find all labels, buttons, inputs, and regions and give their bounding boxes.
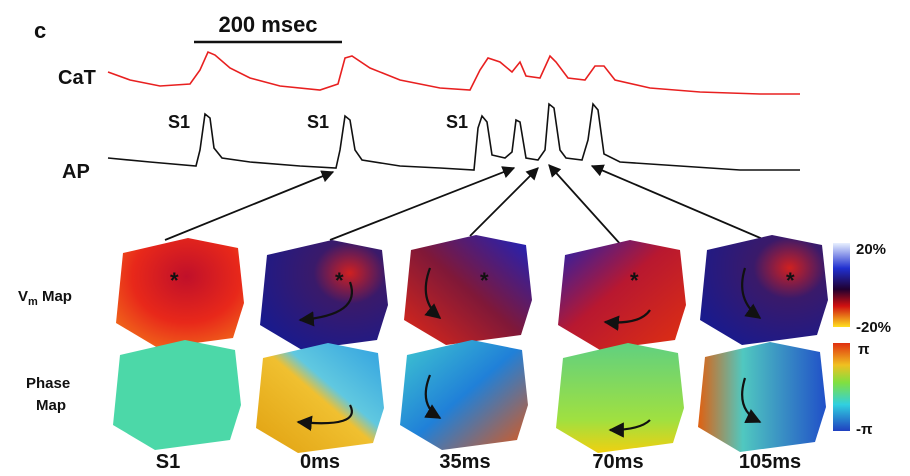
stim-label: S1 <box>168 112 190 132</box>
panel-label: c <box>34 18 46 43</box>
svg-text:*: * <box>630 268 639 293</box>
phase-maps <box>113 340 826 453</box>
stim-label: S1 <box>307 112 329 132</box>
cat-trace <box>108 52 800 94</box>
figure: c 200 msec CaT AP S1 S1 S1 Vm Map PhaseM… <box>0 0 910 476</box>
column-label: 35ms <box>439 451 490 473</box>
vm-maps <box>116 235 828 350</box>
arrows <box>165 165 765 246</box>
colorbar-label: π <box>858 341 870 358</box>
colorbar-label: 20% <box>856 241 886 258</box>
column-label: S1 <box>156 451 180 473</box>
column-labels: S1 0ms 35ms 70ms 105ms <box>156 451 801 473</box>
vm-row-label: Vm Map <box>18 288 72 308</box>
svg-text:*: * <box>480 268 489 293</box>
ap-label: AP <box>62 161 90 183</box>
scale-bar-label: 200 msec <box>218 12 317 37</box>
colorbar-label: -π <box>856 421 873 438</box>
svg-text:*: * <box>786 268 795 293</box>
vm-colorbar <box>833 243 850 327</box>
column-label: 0ms <box>300 451 340 473</box>
column-label: 105ms <box>739 451 801 473</box>
stim-label: S1 <box>446 112 468 132</box>
phase-colorbar <box>833 343 850 431</box>
svg-text:*: * <box>170 268 179 293</box>
svg-text:*: * <box>335 268 344 293</box>
cat-label: CaT <box>58 67 96 89</box>
colorbar-label: -20% <box>856 319 891 336</box>
column-label: 70ms <box>592 451 643 473</box>
